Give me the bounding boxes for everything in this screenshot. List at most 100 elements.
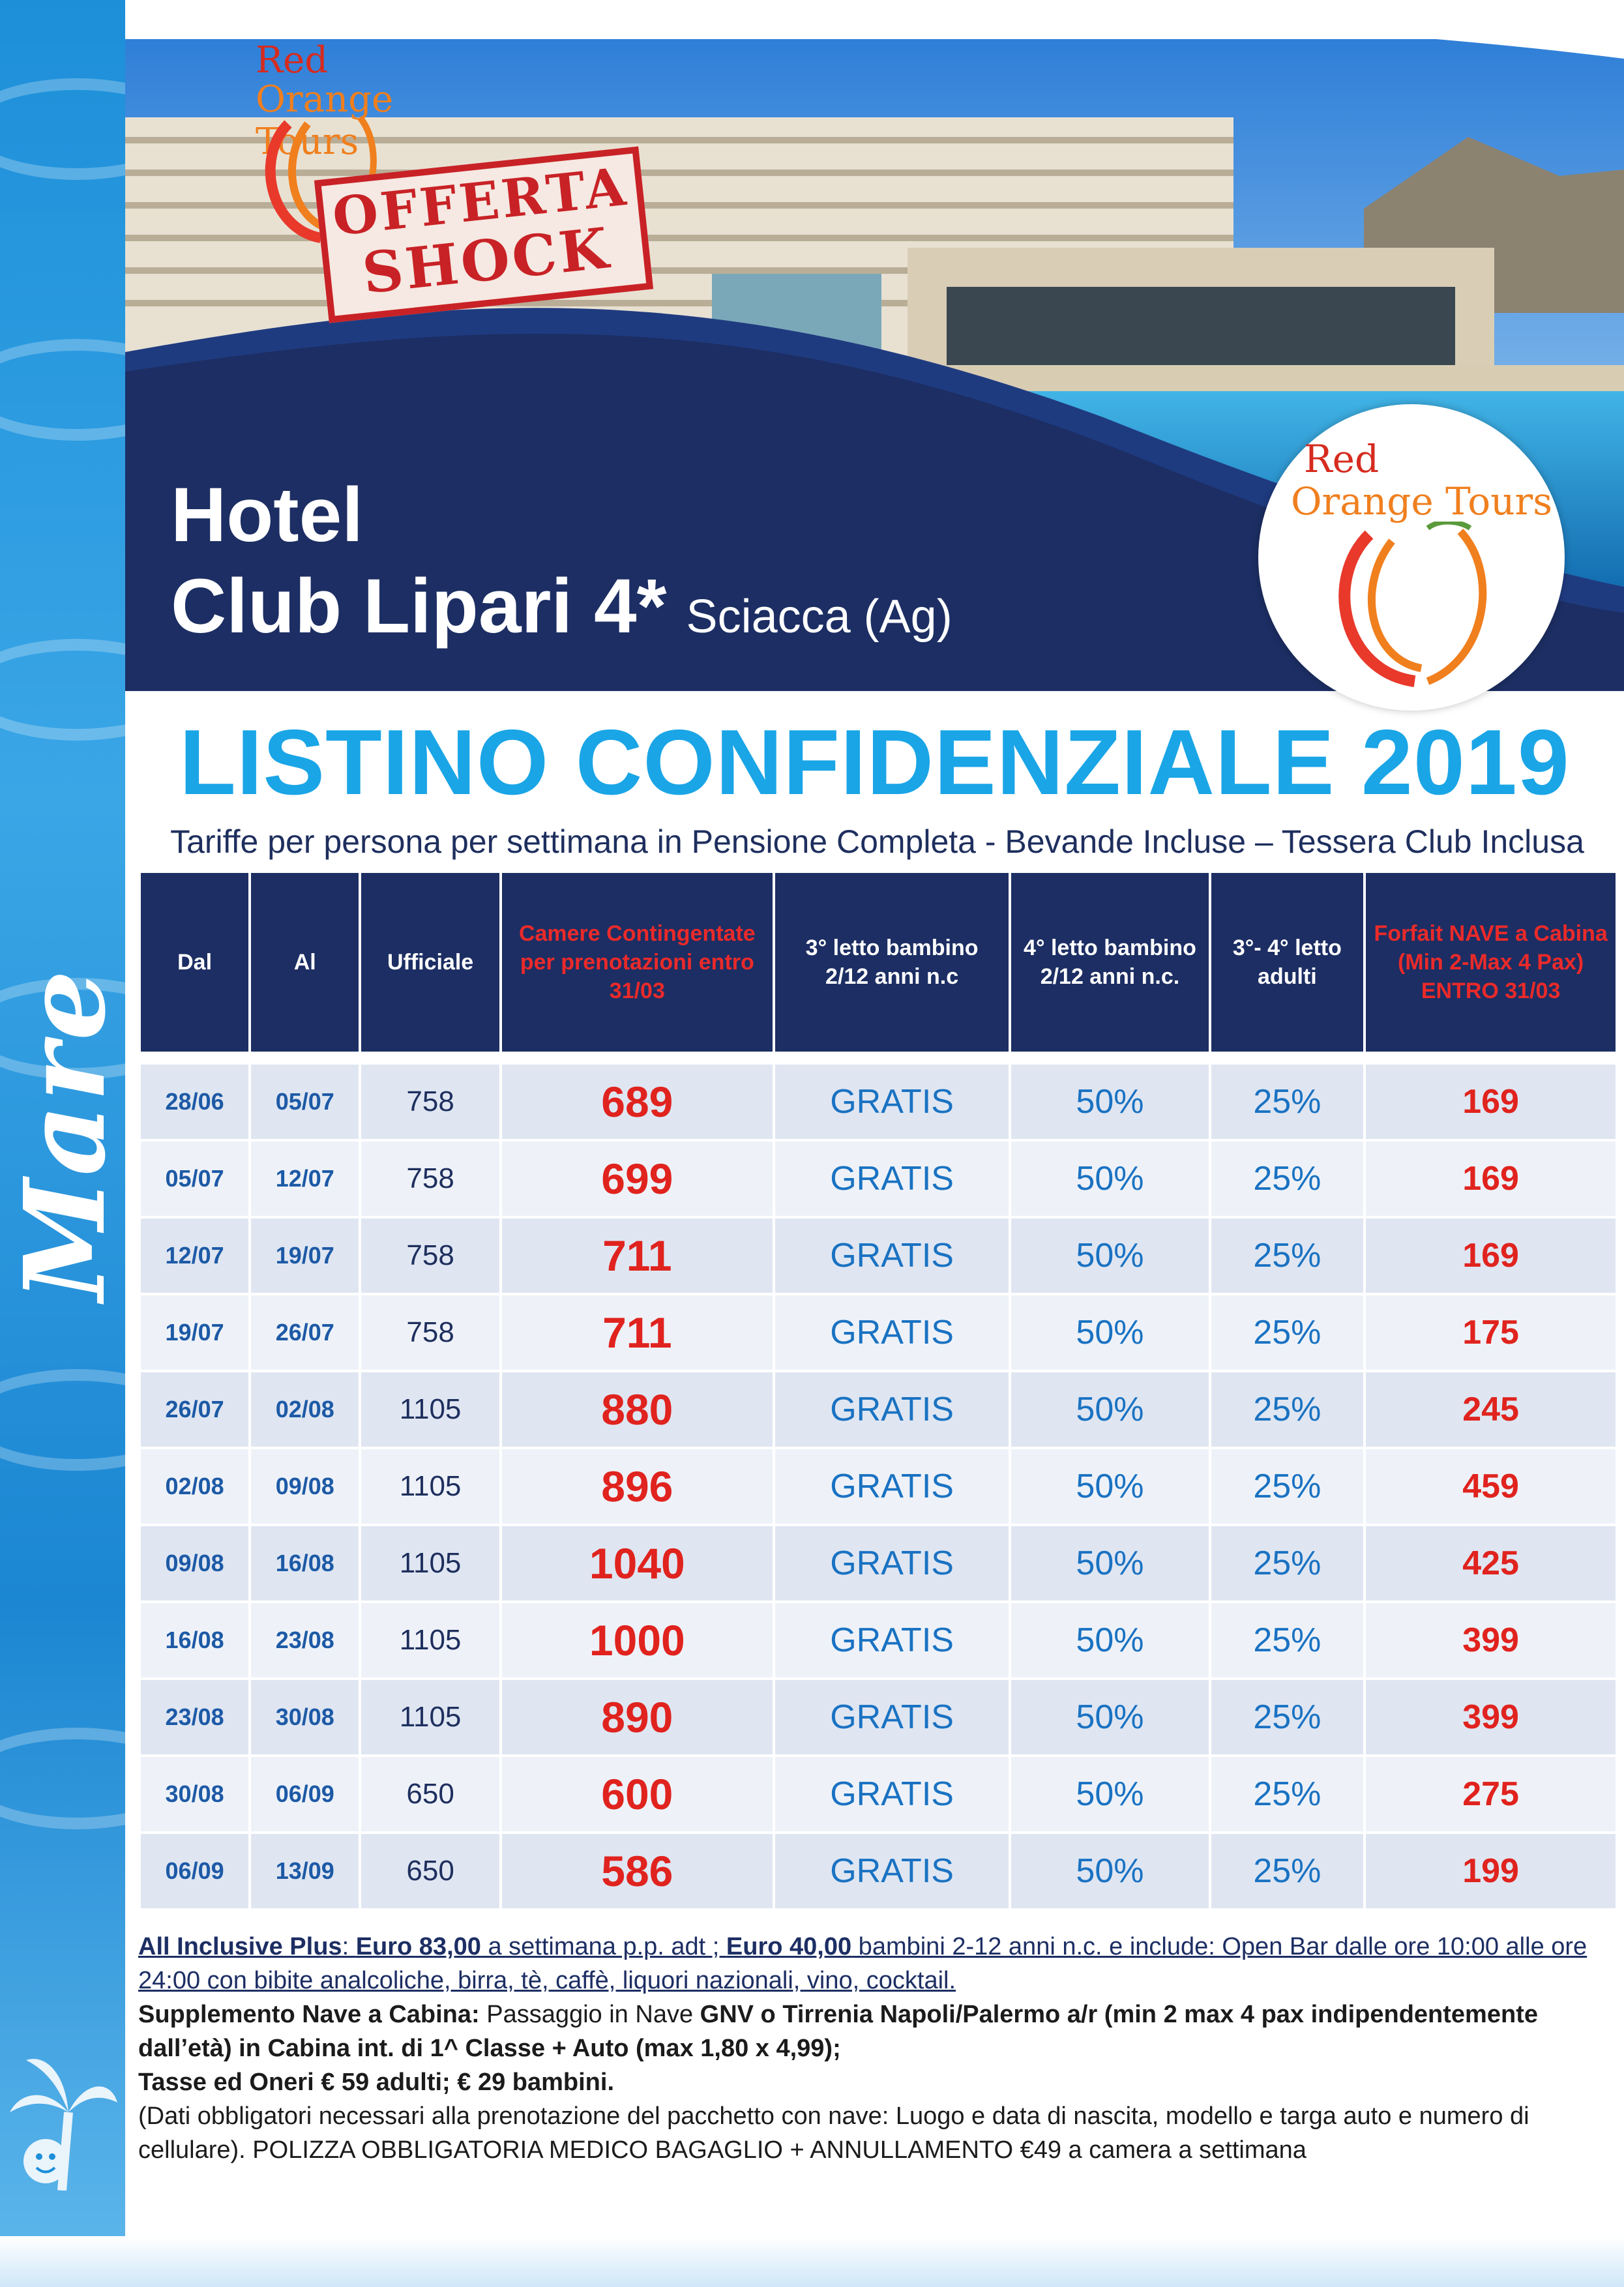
cell-4-letto-bambino: 50% xyxy=(1011,1372,1209,1447)
booking-data-note: (Dati obbligatori necessari alla prenota… xyxy=(138,2103,1529,2164)
brand-logo-circle: Red Orange Tours xyxy=(1258,404,1565,711)
table-row: 02/08 09/08 1105 896 GRATIS 50% 25% 459 xyxy=(141,1449,1616,1524)
cell-letto-adulti: 25% xyxy=(1211,1526,1364,1601)
cell-forfait-nave: 399 xyxy=(1366,1603,1616,1677)
cell-al: 05/07 xyxy=(251,1065,359,1139)
ship-supplement-text: Passaggio in Nave xyxy=(479,2001,700,2028)
wave-decor xyxy=(0,639,125,741)
cell-3-letto-bambino: GRATIS xyxy=(775,1757,1009,1831)
cell-4-letto-bambino: 50% xyxy=(1011,1757,1209,1831)
hotel-location: Sciacca (Ag) xyxy=(686,591,952,643)
cell-ufficiale: 758 xyxy=(361,1218,499,1293)
cell-3-letto-bambino: GRATIS xyxy=(775,1680,1009,1754)
cell-letto-adulti: 25% xyxy=(1211,1372,1364,1447)
cell-al: 12/07 xyxy=(251,1142,359,1216)
col-header-camere: Camere Contingentate per prenotazioni en… xyxy=(501,873,773,1052)
cell-al: 13/09 xyxy=(251,1834,359,1908)
ship-supplement-details: GNV o Tirrenia Napoli/Palermo a/r (min 2… xyxy=(138,2001,1538,2062)
cell-3-letto-bambino: GRATIS xyxy=(775,1526,1009,1601)
cell-dal: 06/09 xyxy=(141,1834,249,1908)
cell-al: 26/07 xyxy=(251,1295,359,1370)
cell-letto-adulti: 25% xyxy=(1211,1834,1364,1908)
cell-letto-adulti: 25% xyxy=(1211,1757,1364,1831)
cell-forfait-nave: 245 xyxy=(1366,1372,1616,1447)
all-inclusive-text-1: a settimana p.p. adt ; xyxy=(480,1933,726,1960)
cell-letto-adulti: 25% xyxy=(1211,1295,1364,1370)
cell-al: 16/08 xyxy=(251,1526,359,1601)
price-table: Dal Al Ufficiale Camere Contingentate pe… xyxy=(138,870,1618,1911)
cell-3-letto-bambino: GRATIS xyxy=(775,1218,1009,1293)
cell-letto-adulti: 25% xyxy=(1211,1680,1364,1754)
cell-prezzo-contingentato: 689 xyxy=(501,1065,773,1139)
page-subtitle: Tariffe per persona per settimana in Pen… xyxy=(170,823,1584,860)
table-header-row: Dal Al Ufficiale Camere Contingentate pe… xyxy=(141,873,1616,1052)
cell-4-letto-bambino: 50% xyxy=(1011,1603,1209,1677)
table-row: 28/06 05/07 758 689 GRATIS 50% 25% 169 xyxy=(141,1065,1616,1139)
cell-prezzo-contingentato: 711 xyxy=(501,1295,773,1370)
table-body: 28/06 05/07 758 689 GRATIS 50% 25% 169 05/07 12/0… xyxy=(141,1054,1616,1908)
cell-4-letto-bambino: 50% xyxy=(1011,1680,1209,1754)
table-row: 26/07 02/08 1105 880 GRATIS 50% 25% 245 xyxy=(141,1372,1616,1447)
cell-prezzo-contingentato: 1000 xyxy=(501,1603,773,1677)
cell-letto-adulti: 25% xyxy=(1211,1065,1364,1139)
cell-4-letto-bambino: 50% xyxy=(1011,1142,1209,1216)
cell-dal: 12/07 xyxy=(141,1218,249,1293)
table-row: 30/08 06/09 650 600 GRATIS 50% 25% 275 xyxy=(141,1757,1616,1831)
cell-dal: 05/07 xyxy=(141,1142,249,1216)
cell-forfait-nave: 169 xyxy=(1366,1142,1616,1216)
cell-prezzo-contingentato: 586 xyxy=(501,1834,773,1908)
all-inclusive-adult-price: Euro 83,00 xyxy=(355,1933,481,1960)
hotel-title-line-1: Hotel xyxy=(171,472,363,558)
logo-line-2: Orange Tours xyxy=(1291,479,1553,524)
cell-ufficiale: 758 xyxy=(361,1065,499,1139)
cell-prezzo-contingentato: 600 xyxy=(501,1757,773,1831)
cell-ufficiale: 1105 xyxy=(361,1449,499,1524)
all-inclusive-note: All Inclusive Plus: Euro 83,00 a settima… xyxy=(138,1933,1587,1994)
cell-3-letto-bambino: GRATIS xyxy=(775,1372,1009,1447)
cell-al: 09/08 xyxy=(251,1449,359,1524)
wave-decor xyxy=(0,339,125,441)
ship-supplement-label: Supplemento Nave a Cabina: xyxy=(138,2001,480,2028)
logo-line-2: Orange Tours xyxy=(256,78,394,163)
cell-letto-adulti: 25% xyxy=(1211,1449,1364,1524)
cell-ufficiale: 758 xyxy=(361,1295,499,1370)
cell-4-letto-bambino: 50% xyxy=(1011,1295,1209,1370)
taxes-note: Tasse ed Oneri € 59 adulti; € 29 bambini… xyxy=(138,2069,614,2096)
table-row: 19/07 26/07 758 711 GRATIS 50% 25% 175 xyxy=(141,1295,1616,1370)
col-header-forfait-nave: Forfait NAVE a Cabina (Min 2-Max 4 Pax) … xyxy=(1366,873,1616,1052)
cell-forfait-nave: 169 xyxy=(1366,1218,1616,1293)
cell-dal: 09/08 xyxy=(141,1526,249,1601)
ship-supplement-note: Supplemento Nave a Cabina: Passaggio in … xyxy=(138,1998,1612,2065)
cell-al: 30/08 xyxy=(251,1680,359,1754)
col-header-dal: Dal xyxy=(141,873,249,1052)
hotel-title-line-2: Club Lipari 4* Sciacca (Ag) xyxy=(171,561,952,662)
table-row: 06/09 13/09 650 586 GRATIS 50% 25% 199 xyxy=(141,1834,1616,1908)
all-inclusive-text-2: bambini 2-12 anni n.c. e include: Open B… xyxy=(138,1933,1587,1994)
cell-dal: 26/07 xyxy=(141,1372,249,1447)
bottom-decor-band xyxy=(0,2236,1624,2287)
cell-prezzo-contingentato: 699 xyxy=(501,1142,773,1216)
cell-dal: 19/07 xyxy=(141,1295,249,1370)
cell-dal: 30/08 xyxy=(141,1757,249,1831)
cell-3-letto-bambino: GRATIS xyxy=(775,1449,1009,1524)
cell-ufficiale: 758 xyxy=(361,1142,499,1216)
cell-3-letto-bambino: GRATIS xyxy=(775,1142,1009,1216)
cell-forfait-nave: 459 xyxy=(1366,1449,1616,1524)
table-row: 09/08 16/08 1105 1040 GRATIS 50% 25% 425 xyxy=(141,1526,1616,1601)
cell-ufficiale: 650 xyxy=(361,1757,499,1831)
cell-prezzo-contingentato: 896 xyxy=(501,1449,773,1524)
cell-al: 19/07 xyxy=(251,1218,359,1293)
col-header-3-letto-bambino: 3° letto bambino 2/12 anni n.c xyxy=(775,873,1009,1052)
cell-4-letto-bambino: 50% xyxy=(1011,1065,1209,1139)
table-row: 23/08 30/08 1105 890 GRATIS 50% 25% 399 xyxy=(141,1680,1616,1754)
col-header-4-letto-bambino: 4° letto bambino 2/12 anni n.c. xyxy=(1011,873,1209,1052)
cell-3-letto-bambino: GRATIS xyxy=(775,1065,1009,1139)
cell-prezzo-contingentato: 890 xyxy=(501,1680,773,1754)
cell-forfait-nave: 169 xyxy=(1366,1065,1616,1139)
col-header-al: Al xyxy=(251,873,359,1052)
cell-ufficiale: 650 xyxy=(361,1834,499,1908)
cell-ufficiale: 1105 xyxy=(361,1603,499,1677)
table-row: 16/08 23/08 1105 1000 GRATIS 50% 25% 399 xyxy=(141,1603,1616,1677)
cell-dal: 28/06 xyxy=(141,1065,249,1139)
cell-3-letto-bambino: GRATIS xyxy=(775,1834,1009,1908)
